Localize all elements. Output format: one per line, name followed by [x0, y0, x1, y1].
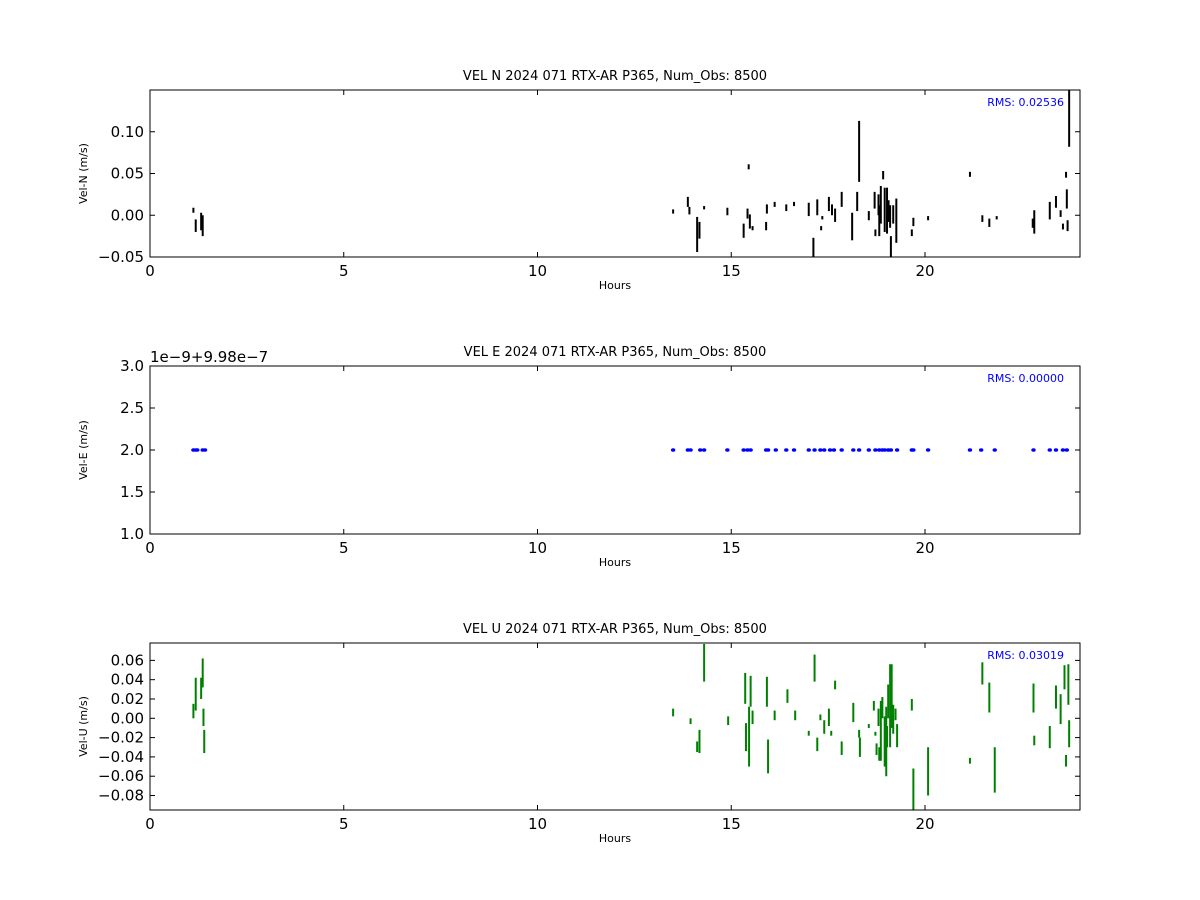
- x-tick-label: 5: [339, 262, 349, 280]
- axes-frame: [149, 642, 1081, 811]
- data-point: [806, 448, 811, 452]
- data-point: [873, 448, 878, 452]
- x-tick-label: 15: [722, 539, 741, 557]
- chart-title: VEL N 2024 071 RTX-AR P365, Num_Obs: 850…: [463, 69, 767, 84]
- rms-annotation: RMS: 0.02536: [987, 96, 1064, 109]
- data-point: [701, 448, 707, 452]
- y-tick-label: 2.0: [120, 441, 144, 459]
- rms-annotation: RMS: 0.00000: [987, 372, 1064, 385]
- data-point: [741, 448, 746, 452]
- data-point: [745, 448, 750, 452]
- data-point: [856, 448, 862, 452]
- data-point: [688, 448, 693, 452]
- data-point: [992, 448, 997, 452]
- data-point: [1064, 448, 1070, 452]
- data-point: [911, 448, 916, 452]
- y-tick-label: 1.0: [120, 525, 144, 543]
- x-tick-label: 10: [528, 539, 547, 557]
- chart-panel-2: 0 5 10 15 20 1.0 1.5 2.0 2.5 3.0 VEL E 2024 071 RT…: [77, 345, 1081, 569]
- data-point: [195, 448, 200, 452]
- chart-panel-1: 0 5 10 15 20 −0.05 0.00 0.05 0.10 VEL N 2024 071 …: [77, 69, 1081, 292]
- data-point: [1060, 448, 1066, 452]
- x-tick-label: 5: [339, 539, 349, 557]
- data-point: [765, 448, 771, 452]
- data-point: [1031, 448, 1036, 452]
- y-tick-label: 0.04: [111, 671, 144, 689]
- data-point: [925, 448, 931, 452]
- axes-frame: [149, 89, 1081, 258]
- y-tick-label: −0.06: [98, 767, 144, 785]
- x-tick-label: 0: [145, 262, 155, 280]
- x-axis-label: Hours: [599, 556, 631, 569]
- x-tick-label: 0: [145, 539, 155, 557]
- data-point: [1047, 448, 1052, 452]
- x-tick-label: 20: [915, 815, 934, 833]
- x-tick-label: 20: [915, 262, 934, 280]
- y-tick-label: 0.00: [111, 709, 144, 727]
- data-point: [818, 448, 823, 452]
- y-tick-label: 0.05: [111, 165, 144, 183]
- x-tick-label: 0: [145, 815, 155, 833]
- y-axis-label: Vel-N (m/s): [77, 143, 90, 204]
- data-series: [192, 90, 1071, 257]
- data-point: [866, 448, 872, 452]
- axes-frame: [149, 365, 1081, 535]
- y-tick-label: 1.5: [120, 483, 144, 501]
- data-point: [882, 448, 887, 452]
- data-point: [967, 448, 973, 452]
- y-tick-label: 2.5: [120, 399, 144, 417]
- x-tick-label: 20: [915, 539, 934, 557]
- data-point: [725, 448, 730, 452]
- y-tick-label: −0.02: [98, 729, 144, 747]
- data-point: [831, 448, 837, 452]
- data-point: [978, 448, 984, 452]
- data-series: [191, 448, 1070, 452]
- data-point: [202, 448, 208, 452]
- data-point: [894, 448, 900, 452]
- y-tick-label: −0.05: [98, 248, 144, 266]
- data-point: [784, 448, 789, 452]
- data-series: [192, 643, 1071, 810]
- axis-offset-text: 1e−9+9.98e−7: [150, 348, 268, 366]
- data-point: [827, 448, 833, 452]
- data-point: [822, 448, 827, 452]
- x-tick-label: 15: [722, 262, 741, 280]
- data-point: [877, 448, 882, 452]
- data-point: [748, 448, 753, 452]
- data-point: [888, 448, 894, 452]
- data-point: [812, 448, 817, 452]
- chart-title: VEL E 2024 071 RTX-AR P365, Num_Obs: 850…: [464, 345, 767, 360]
- data-point: [851, 448, 856, 452]
- y-tick-label: 0.00: [111, 206, 144, 224]
- x-tick-label: 10: [528, 262, 547, 280]
- x-tick-label: 10: [528, 815, 547, 833]
- x-tick-label: 15: [722, 815, 741, 833]
- chart-title: VEL U 2024 071 RTX-AR P365, Num_Obs: 850…: [463, 622, 767, 637]
- y-axis-label: Vel-U (m/s): [77, 696, 90, 757]
- data-point: [698, 448, 703, 452]
- y-axis-label: Vel-E (m/s): [77, 420, 90, 480]
- rms-annotation: RMS: 0.03019: [987, 649, 1064, 662]
- x-axis-label: Hours: [599, 832, 631, 845]
- data-point: [773, 448, 779, 452]
- x-tick-label: 5: [339, 815, 349, 833]
- y-tick-label: −0.04: [98, 748, 144, 766]
- data-point: [791, 448, 797, 452]
- y-tick-label: 0.10: [111, 123, 144, 141]
- y-tick-label: 0.02: [111, 690, 144, 708]
- data-point: [1053, 448, 1059, 452]
- y-tick-label: 0.06: [111, 651, 144, 669]
- chart-panel-3: 0 5 10 15 20 −0.08 −0.06−0.04−0.02 0.000.020.04…: [77, 622, 1081, 845]
- x-axis-label: Hours: [599, 279, 631, 292]
- data-point: [839, 448, 844, 452]
- data-point: [670, 448, 676, 452]
- y-tick-label: −0.08: [98, 787, 144, 805]
- y-tick-label: 3.0: [120, 357, 144, 375]
